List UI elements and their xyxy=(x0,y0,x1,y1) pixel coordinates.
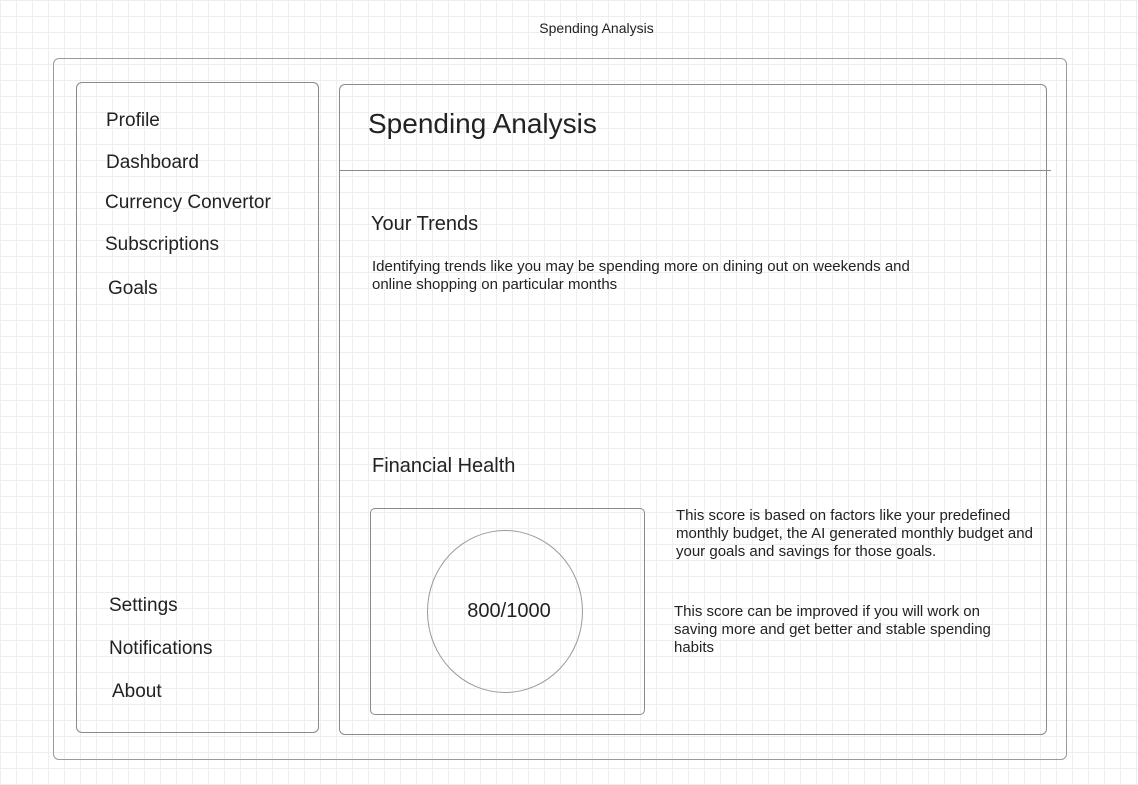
sidebar-item-currency-convertor[interactable]: Currency Convertor xyxy=(105,192,271,213)
financial-health-heading: Financial Health xyxy=(372,455,516,477)
trends-text: Identifying trends like you may be spend… xyxy=(372,258,910,293)
sidebar-item-dashboard[interactable]: Dashboard xyxy=(106,152,199,173)
score-description: This score is based on factors like your… xyxy=(676,507,1033,560)
sidebar-item-profile[interactable]: Profile xyxy=(106,110,160,131)
sidebar-item-notifications[interactable]: Notifications xyxy=(109,638,213,659)
window-title: Spending Analysis xyxy=(539,20,654,36)
sidebar-item-about[interactable]: About xyxy=(112,681,162,702)
score-card xyxy=(370,508,645,715)
sidebar-item-goals[interactable]: Goals xyxy=(108,278,158,299)
sidebar xyxy=(76,82,319,733)
score-value: 800/1000 xyxy=(467,600,551,622)
app-frame xyxy=(53,58,1067,760)
sidebar-item-settings[interactable]: Settings xyxy=(109,595,178,616)
sidebar-item-subscriptions[interactable]: Subscriptions xyxy=(105,234,220,255)
score-gauge xyxy=(427,530,583,693)
main-panel xyxy=(339,84,1047,735)
header-divider xyxy=(339,170,1051,171)
score-improvement-text: This score can be improved if you will w… xyxy=(674,603,991,656)
trends-heading: Your Trends xyxy=(371,213,479,235)
page-title: Spending Analysis xyxy=(368,108,597,139)
